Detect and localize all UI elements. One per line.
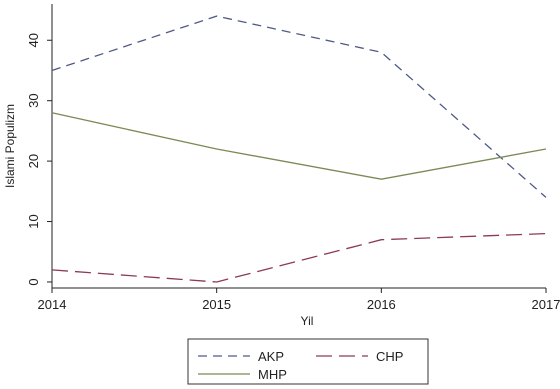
series-line-chp — [51, 232, 547, 283]
x-tick-label: 2017 — [532, 297, 560, 312]
legend-box — [187, 338, 429, 385]
legend-label-mhp: MHP — [258, 367, 287, 382]
legend-label-akp: AKP — [258, 349, 284, 364]
x-tick-label: 2014 — [38, 297, 67, 312]
x-tick-label: 2015 — [202, 297, 231, 312]
y-tick-label: 40 — [26, 33, 41, 47]
series-line-mhp — [51, 112, 547, 180]
x-tick-label: 2016 — [367, 297, 396, 312]
series-line-akp — [51, 15, 547, 198]
y-tick-label: 20 — [26, 154, 41, 168]
y-tick-label: 30 — [26, 93, 41, 107]
y-axis-title: Islami Populizm — [3, 104, 17, 188]
y-tick-label: 0 — [26, 278, 41, 285]
y-tick-label: 10 — [26, 214, 41, 228]
x-axis-title: Yil — [301, 314, 314, 328]
legend-label-chp: CHP — [376, 349, 403, 364]
